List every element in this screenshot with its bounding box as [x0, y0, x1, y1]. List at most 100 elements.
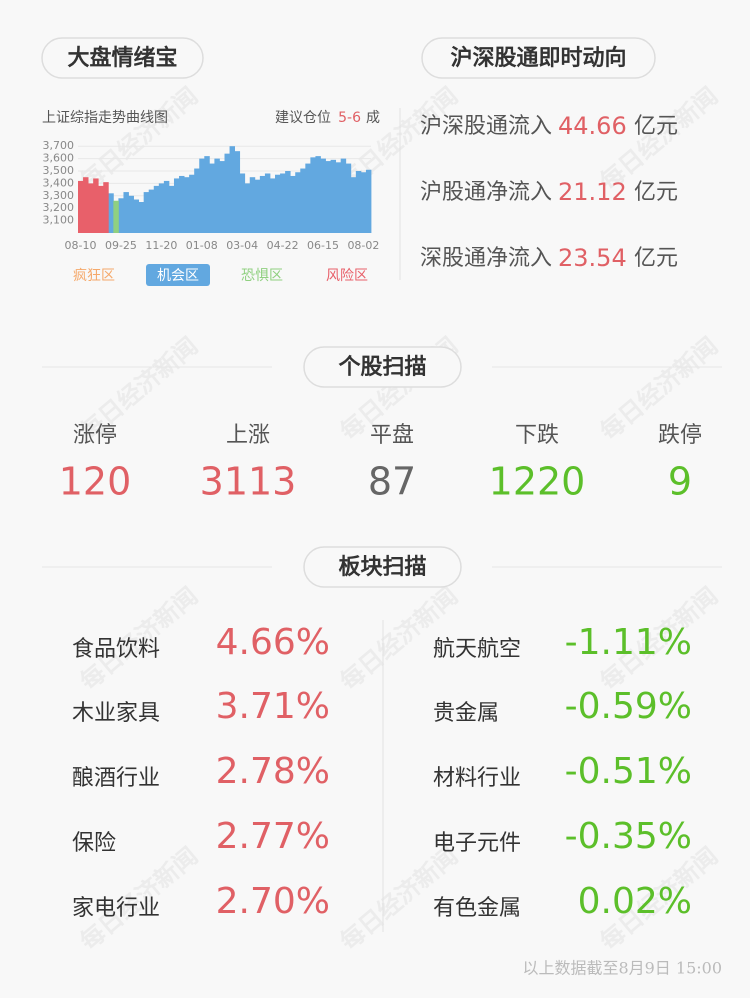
bar [320, 158, 326, 233]
sector-value: 3.71% [216, 686, 330, 727]
flow-unit: 亿元 [634, 246, 678, 271]
bar [224, 153, 230, 233]
bar [143, 192, 150, 233]
y-tick-label: 3,500 [43, 164, 75, 177]
bar [264, 173, 271, 233]
stock-label: 上涨 [226, 423, 270, 448]
bar [118, 198, 124, 233]
bar [108, 193, 114, 233]
sector-value: -0.35% [565, 816, 692, 857]
sector-value: 2.77% [216, 816, 330, 857]
sector-name: 航天航空 [433, 637, 521, 662]
flow-label: 深股通净流入 [420, 246, 552, 271]
flow-label: 沪深股通流入 [420, 114, 552, 139]
tab-right-pill [421, 37, 656, 79]
sector-value: 4.66% [216, 622, 330, 663]
bar [249, 177, 256, 233]
bar [153, 185, 160, 233]
legend-item: 恐惧区 [241, 268, 283, 284]
bar [78, 180, 84, 233]
bar [315, 156, 321, 233]
flow-value: 21.12 [558, 178, 627, 206]
bar [244, 183, 251, 233]
sector-name: 贵金属 [433, 701, 499, 726]
x-tick-label: 01-08 [186, 239, 218, 252]
stock-label: 涨停 [73, 423, 117, 448]
bar [280, 173, 286, 233]
bar [103, 182, 109, 233]
bar [98, 185, 104, 233]
bar [290, 175, 296, 233]
y-tick-label: 3,700 [43, 139, 75, 152]
bar [330, 159, 337, 233]
legend-highlight [146, 264, 210, 286]
stock-value: 3113 [200, 460, 297, 504]
sector-name: 材料行业 [433, 766, 521, 791]
stock-value: 1220 [489, 460, 586, 504]
stock-label: 平盘 [370, 423, 414, 448]
flow-unit: 亿元 [634, 180, 678, 205]
bar [133, 199, 140, 233]
bar [229, 146, 236, 233]
bar [194, 168, 200, 233]
sector-name: 保险 [72, 831, 116, 856]
flow-label: 沪股通净流入 [420, 180, 552, 205]
bar [83, 177, 89, 233]
bar [88, 183, 94, 233]
bar [173, 178, 180, 233]
x-tick-label: 03-04 [226, 239, 258, 252]
bar [209, 163, 215, 233]
sectors-title-pill [303, 546, 462, 588]
bar [168, 185, 175, 233]
suggest-value: 5-6 [338, 110, 361, 126]
bar [360, 172, 367, 233]
chart-title: 上证综指走势曲线图 [42, 110, 168, 126]
bar [259, 175, 266, 233]
sector-name: 木业家具 [72, 701, 160, 726]
flow-value: 44.66 [558, 112, 627, 140]
bar [113, 200, 119, 233]
tab-left-pill [41, 37, 204, 79]
sector-value: 2.70% [216, 881, 330, 922]
bar [285, 171, 291, 233]
x-tick-label: 08-02 [347, 239, 379, 252]
bar [239, 173, 246, 233]
bar [300, 168, 306, 233]
bar [345, 163, 352, 233]
sector-value: -1.11% [565, 622, 692, 663]
suggest-unit: 成 [366, 110, 380, 126]
bar [148, 189, 155, 233]
bar [189, 174, 195, 233]
sector-value: -0.51% [565, 751, 692, 792]
bar [138, 202, 145, 233]
stock-value: 87 [368, 460, 416, 504]
x-tick-label: 08-10 [65, 239, 97, 252]
bar [254, 179, 261, 233]
sector-name: 家电行业 [72, 896, 160, 921]
bar [325, 161, 331, 233]
bar [269, 178, 276, 233]
bar [158, 183, 165, 233]
stock-value: 9 [668, 460, 692, 504]
bar [365, 169, 372, 233]
stocks-title-pill [303, 346, 462, 388]
bar [340, 158, 347, 233]
stock-label: 跌停 [658, 423, 702, 448]
bar [219, 161, 225, 233]
y-tick-label: 3,300 [43, 189, 75, 202]
bar [355, 171, 362, 233]
sector-value: 0.02% [578, 881, 692, 922]
x-tick-label: 09-25 [105, 239, 137, 252]
bar [295, 172, 301, 233]
sector-name: 酿酒行业 [72, 766, 160, 791]
legend-item: 疯狂区 [73, 268, 115, 284]
sector-name: 电子元件 [433, 831, 521, 856]
tab-left: 大盘情绪宝 [67, 45, 177, 71]
y-tick-label: 3,600 [43, 152, 75, 165]
x-tick-label: 06-15 [307, 239, 339, 252]
bar [335, 162, 342, 233]
x-tick-label: 11-20 [145, 239, 177, 252]
